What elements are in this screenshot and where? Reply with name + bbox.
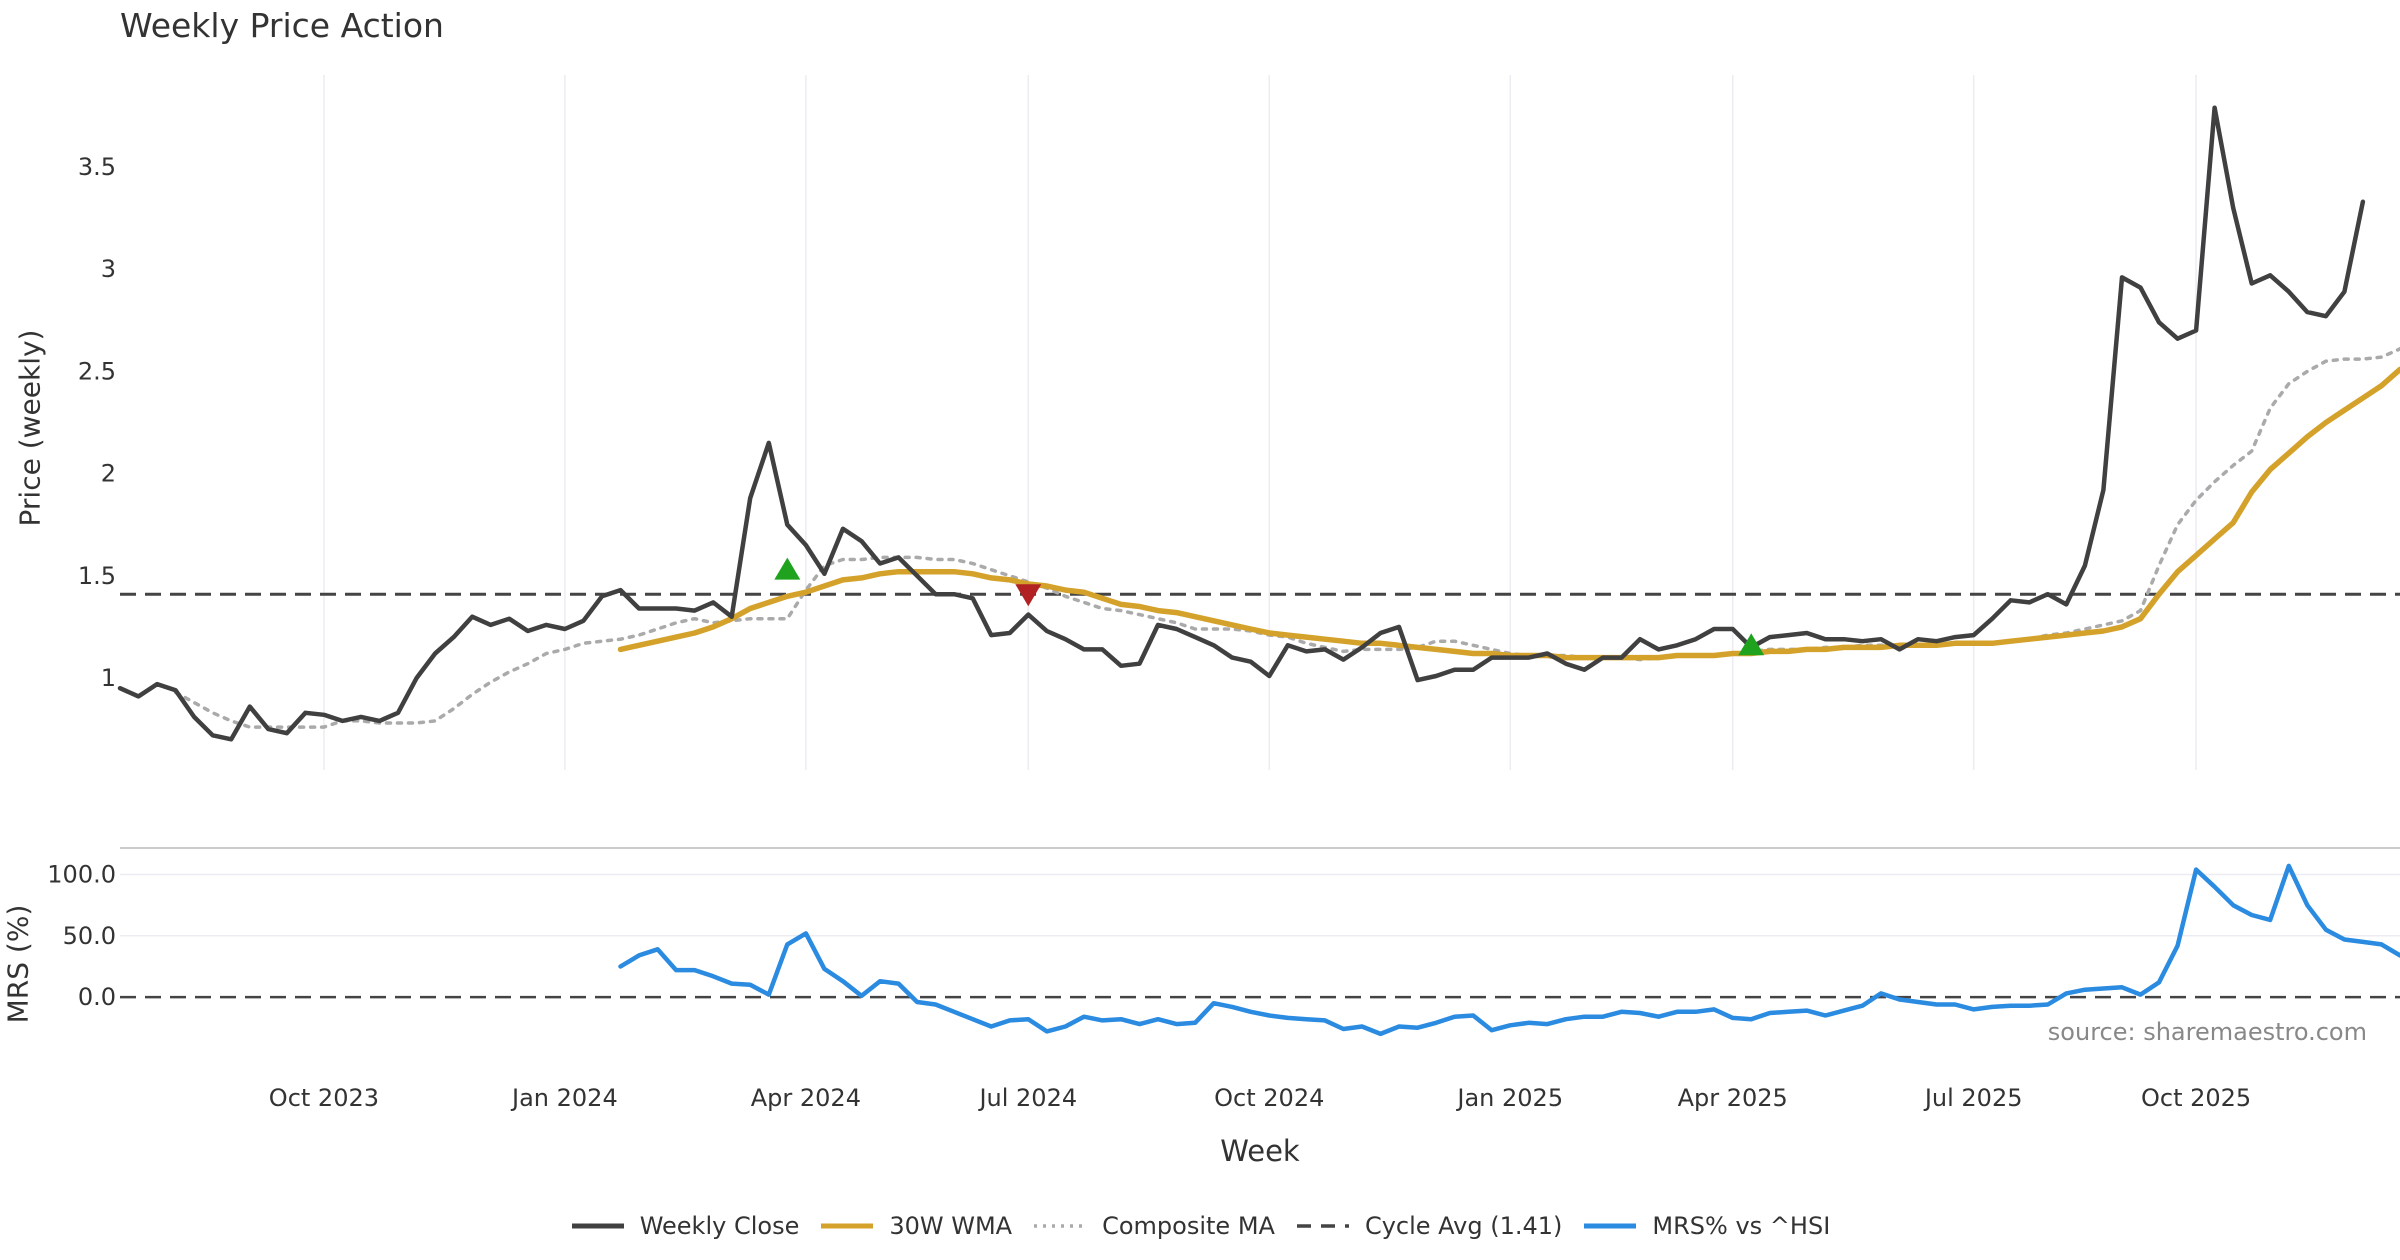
price-axis-title: Price (weekly) [13, 329, 47, 527]
buy-signal-marker [1738, 633, 1765, 656]
sell-signal-marker [1015, 584, 1042, 607]
weekly-close-line [117, 105, 2366, 742]
x-tick-label: Apr 2024 [751, 1084, 861, 1112]
legend: Weekly Close 30W WMA Composite MA Cycle Avg… [0, 1212, 2400, 1240]
composite-ma-line [173, 346, 2400, 729]
x-tick-label: Jul 2025 [1923, 1084, 2023, 1112]
price-y-tick-label: 1 [101, 664, 116, 692]
legend-label: Composite MA [1102, 1212, 1275, 1240]
x-tick-label: Jul 2024 [977, 1084, 1077, 1112]
legend-label: 30W WMA [889, 1212, 1013, 1240]
price-y-tick-label: 3.5 [78, 153, 116, 181]
x-tick-label: Oct 2025 [2141, 1084, 2251, 1112]
mrs-y-tick-label: 50.0 [63, 922, 116, 950]
legend-item: Composite MA [1032, 1212, 1275, 1240]
buy-signal-marker [774, 557, 801, 580]
price-y-tick-label: 3 [101, 255, 116, 283]
mrs-y-tick-label: 100.0 [47, 861, 116, 889]
legend-swatch [1296, 1224, 1349, 1228]
x-tick-label: Jan 2024 [510, 1084, 618, 1112]
legend-swatch [571, 1223, 624, 1229]
chart-title: Weekly Price Action [120, 6, 444, 45]
legend-label: Weekly Close [639, 1212, 800, 1240]
legend-swatch [821, 1223, 874, 1229]
mrs-y-tick-label: 0.0 [78, 983, 116, 1011]
legend-label: MRS% vs ^HSI [1652, 1212, 1831, 1240]
legend-swatch [1034, 1224, 1087, 1228]
legend-item: MRS% vs ^HSI [1582, 1212, 1830, 1240]
price-y-tick-label: 2.5 [78, 357, 116, 385]
x-tick-label: Oct 2024 [1214, 1084, 1324, 1112]
price-y-tick-label: 1.5 [78, 562, 116, 590]
x-tick-label: Jan 2025 [1455, 1084, 1563, 1112]
x-tick-label: Oct 2023 [269, 1084, 379, 1112]
legend-item: 30W WMA [819, 1212, 1012, 1240]
price-y-tick-label: 2 [101, 460, 116, 488]
legend-label: Cycle Avg (1.41) [1364, 1212, 1563, 1240]
source-note: source: sharemaestro.com [2047, 1018, 2367, 1046]
mrs-axis-title: MRS (%) [1, 904, 35, 1024]
x-axis-title: Week [1220, 1134, 1300, 1168]
legend-item: Cycle Avg (1.41) [1295, 1212, 1562, 1240]
x-tick-label: Apr 2025 [1678, 1084, 1788, 1112]
legend-item: Weekly Close [570, 1212, 800, 1240]
legend-swatch [1584, 1223, 1637, 1229]
mrs-line [618, 863, 2400, 1037]
